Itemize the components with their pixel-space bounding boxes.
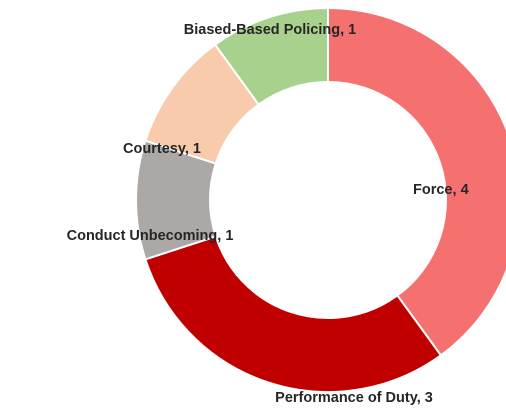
separator: ,	[185, 141, 193, 157]
value-label: 1	[193, 141, 201, 157]
category-name: Force	[413, 182, 453, 198]
category-name: Biased-Based Policing	[184, 22, 340, 38]
value-label: 3	[425, 390, 433, 406]
data-label: Courtesy, 1	[123, 141, 201, 157]
donut-segment	[144, 235, 443, 393]
separator: ,	[217, 228, 225, 244]
data-label: Force, 4	[413, 182, 469, 198]
donut-segment	[213, 6, 329, 106]
data-label: Performance of Duty, 3	[275, 390, 433, 406]
category-name: Conduct Unbecoming	[67, 228, 218, 244]
value-label: 1	[225, 228, 233, 244]
category-name: Courtesy	[123, 141, 186, 157]
separator: ,	[340, 22, 348, 38]
separator: ,	[417, 390, 425, 406]
data-label: Conduct Unbecoming, 1	[67, 228, 234, 244]
data-label: Biased-Based Policing, 1	[184, 22, 356, 38]
separator: ,	[453, 182, 461, 198]
donut-segment	[327, 6, 506, 357]
category-name: Performance of Duty	[275, 390, 418, 406]
value-label: 1	[348, 22, 356, 38]
value-label: 4	[461, 182, 469, 198]
